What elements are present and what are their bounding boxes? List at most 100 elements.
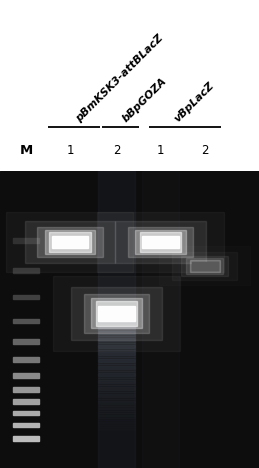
Bar: [97, 212, 224, 272]
Bar: [6, 212, 133, 272]
Bar: [98, 441, 135, 443]
Bar: [98, 313, 135, 315]
Bar: [98, 307, 135, 321]
Bar: [115, 221, 206, 263]
Bar: [98, 331, 135, 333]
Bar: [98, 448, 135, 450]
Bar: [84, 294, 149, 333]
Bar: [71, 287, 162, 340]
Bar: [52, 236, 88, 248]
Bar: [98, 422, 135, 424]
Bar: [98, 395, 135, 397]
Bar: [98, 376, 135, 378]
Bar: [98, 392, 135, 394]
Bar: [98, 387, 135, 388]
Bar: [98, 338, 135, 340]
Bar: [98, 410, 135, 411]
Bar: [98, 355, 135, 357]
Bar: [13, 339, 39, 344]
Text: 2: 2: [113, 144, 120, 157]
Bar: [13, 387, 39, 392]
Text: vBpLacZ: vBpLacZ: [172, 80, 216, 124]
Bar: [98, 360, 135, 362]
Bar: [98, 364, 135, 366]
Text: 1: 1: [157, 144, 164, 157]
Bar: [98, 317, 135, 319]
Bar: [142, 171, 179, 468]
Bar: [98, 408, 135, 410]
Bar: [98, 417, 135, 418]
Bar: [98, 413, 135, 415]
Bar: [172, 252, 237, 280]
Bar: [98, 350, 135, 352]
Bar: [98, 320, 135, 322]
Bar: [96, 301, 137, 326]
Bar: [98, 369, 135, 371]
Bar: [98, 367, 135, 369]
Bar: [98, 352, 135, 354]
Bar: [98, 418, 135, 420]
Bar: [98, 404, 135, 406]
Bar: [13, 399, 39, 403]
Bar: [98, 378, 135, 380]
Bar: [135, 230, 186, 254]
Bar: [98, 399, 135, 401]
Bar: [128, 227, 193, 257]
Bar: [98, 442, 135, 445]
Bar: [98, 315, 135, 317]
Bar: [98, 436, 135, 438]
Bar: [98, 444, 135, 446]
Text: 1: 1: [66, 144, 74, 157]
Bar: [98, 366, 135, 367]
Bar: [98, 322, 135, 324]
Bar: [98, 406, 135, 408]
Bar: [98, 397, 135, 399]
Bar: [98, 415, 135, 417]
Bar: [98, 371, 135, 373]
Bar: [98, 439, 135, 441]
Bar: [98, 341, 135, 343]
Bar: [140, 233, 182, 252]
Bar: [98, 327, 135, 329]
Bar: [98, 449, 135, 452]
Bar: [98, 332, 135, 335]
Bar: [98, 343, 135, 345]
Bar: [98, 430, 135, 432]
Bar: [98, 451, 135, 453]
Bar: [45, 230, 95, 254]
Bar: [98, 339, 135, 341]
Bar: [98, 326, 135, 328]
Bar: [98, 423, 135, 425]
Bar: [98, 411, 135, 413]
Bar: [98, 329, 135, 331]
Bar: [13, 436, 39, 441]
Bar: [98, 394, 135, 395]
Bar: [98, 353, 135, 355]
Bar: [98, 427, 135, 429]
Bar: [98, 383, 135, 385]
Bar: [49, 233, 91, 252]
Bar: [98, 319, 135, 321]
Bar: [98, 446, 135, 448]
Bar: [98, 390, 135, 392]
Bar: [13, 410, 39, 416]
Bar: [98, 358, 135, 361]
Bar: [142, 236, 179, 248]
Bar: [98, 374, 135, 376]
Text: bBpGOZA: bBpGOZA: [120, 76, 169, 124]
Bar: [98, 420, 135, 422]
Bar: [190, 260, 220, 272]
Bar: [37, 227, 103, 257]
Bar: [98, 401, 135, 402]
Bar: [181, 256, 228, 276]
Bar: [25, 221, 115, 263]
Bar: [91, 299, 142, 329]
Bar: [13, 319, 39, 323]
Bar: [98, 345, 135, 347]
Bar: [186, 258, 223, 274]
Bar: [98, 437, 135, 439]
Bar: [98, 432, 135, 434]
Bar: [98, 362, 135, 364]
Bar: [13, 357, 39, 362]
Bar: [192, 262, 218, 270]
